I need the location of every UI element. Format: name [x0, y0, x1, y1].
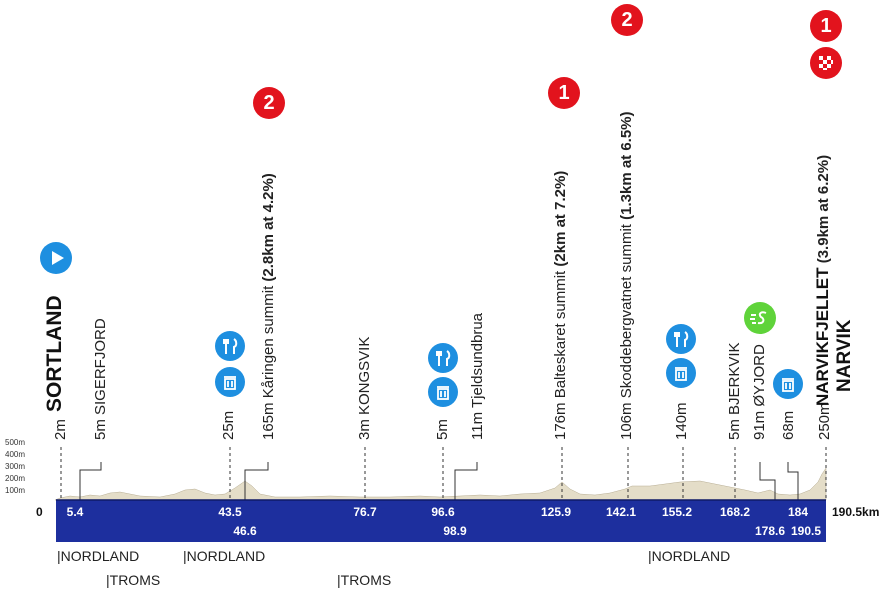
region-label: |TROMS — [106, 572, 161, 588]
climb-label-detail: (2km at 7.2%) — [552, 170, 569, 267]
waste-zone-icon — [773, 369, 803, 399]
km-top-label: 125.9 — [540, 505, 572, 519]
km-top-label: 168.2 — [719, 505, 751, 519]
place-label: 91m ØYJORD — [751, 344, 768, 440]
feed-zone-icon — [666, 324, 696, 354]
place-label: 3m KONGSVIK — [356, 336, 373, 440]
region-label: |NORDLAND — [183, 548, 266, 564]
km-bottom-label: 178.6 — [754, 524, 786, 538]
place-label: 5m SIGERFJORD — [92, 318, 109, 440]
alt-tick-300: 300m — [5, 462, 26, 471]
waste-zone-icon — [428, 377, 458, 407]
start-town-label: SORTLAND — [43, 295, 66, 412]
climb-label-detail: (1.3km at 6.5%) — [618, 111, 635, 220]
finish-climb-label: NARVIKFJELLET (3.9km at 6.2%) — [812, 155, 834, 406]
leader-lines — [79, 462, 799, 500]
climb-category-badge: 1 — [548, 77, 580, 109]
place-label: 68m — [780, 410, 797, 440]
km-top-label: 142.1 — [605, 505, 637, 519]
km-top-label: 43.5 — [218, 505, 242, 519]
place-label: 140m — [673, 402, 690, 440]
distance-zero: 0 — [36, 505, 43, 519]
km-bottom-label: 190.5 — [790, 524, 822, 538]
region-label: |NORDLAND — [648, 548, 731, 564]
finish-town-label: NARVIK — [834, 319, 855, 393]
finish-altitude-label: 250m — [816, 402, 833, 440]
climb-label-text: 165m Kåringen summit — [260, 281, 277, 440]
waste-zone-icon — [215, 367, 245, 397]
climb-category-badge: 1 — [810, 10, 842, 42]
alt-tick-500: 500m — [5, 438, 26, 447]
finish-climb-name: NARVIKFJELLET — [813, 267, 832, 406]
km-top-label: 184 — [787, 505, 809, 519]
place-label: 25m — [220, 410, 237, 440]
km-top-label: 5.4 — [66, 505, 84, 519]
region-label: |NORDLAND — [57, 548, 140, 564]
climb-label-text: 106m Skoddebergvatnet summit — [618, 219, 635, 440]
waste-zone-icon — [666, 358, 696, 388]
km-top-label: 76.7 — [353, 505, 377, 519]
distance-bar — [56, 500, 826, 542]
region-label: |TROMS — [337, 572, 392, 588]
alt-tick-100: 100m — [5, 486, 26, 495]
km-top-label: 96.6 — [431, 505, 455, 519]
km-bottom-label: 98.9 — [443, 524, 467, 538]
km-top-label: 155.2 — [661, 505, 693, 519]
place-label: 5m — [434, 419, 451, 440]
finish-climb-detail: (3.9km at 6.2%) — [815, 154, 832, 264]
feed-zone-icon — [428, 343, 458, 373]
climb-label-karingen: 165m Kåringen summit (2.8km at 4.2%) — [260, 173, 277, 440]
climb-label-balteskaret: 176m Balteskaret summit (2km at 7.2%) — [552, 170, 569, 440]
climb-category-badge: 2 — [611, 4, 643, 36]
climb-label-text: 176m Balteskaret summit — [552, 266, 569, 440]
sprint-icon — [744, 302, 776, 334]
place-label: 11m Tjeldsundbrua — [469, 312, 486, 440]
start-play-icon — [40, 242, 72, 274]
climb-label-detail: (2.8km at 4.2%) — [260, 173, 277, 282]
climb-label-skoddebergvatnet: 106m Skoddebergvatnet summit (1.3km at 6… — [618, 111, 635, 440]
total-distance: 190.5km — [832, 505, 880, 519]
alt-tick-400: 400m — [5, 450, 26, 459]
marker-lines — [60, 447, 827, 500]
place-label: 5m BJERKVIK — [726, 342, 743, 440]
climb-category-badge: 2 — [253, 87, 285, 119]
feed-zone-icon — [215, 331, 245, 361]
alt-tick-200: 200m — [5, 474, 26, 483]
finish-flag-icon — [810, 47, 842, 79]
km-bottom-label: 46.6 — [233, 524, 257, 538]
elevation-profile — [54, 467, 827, 501]
start-altitude-label: 2m — [52, 419, 69, 440]
